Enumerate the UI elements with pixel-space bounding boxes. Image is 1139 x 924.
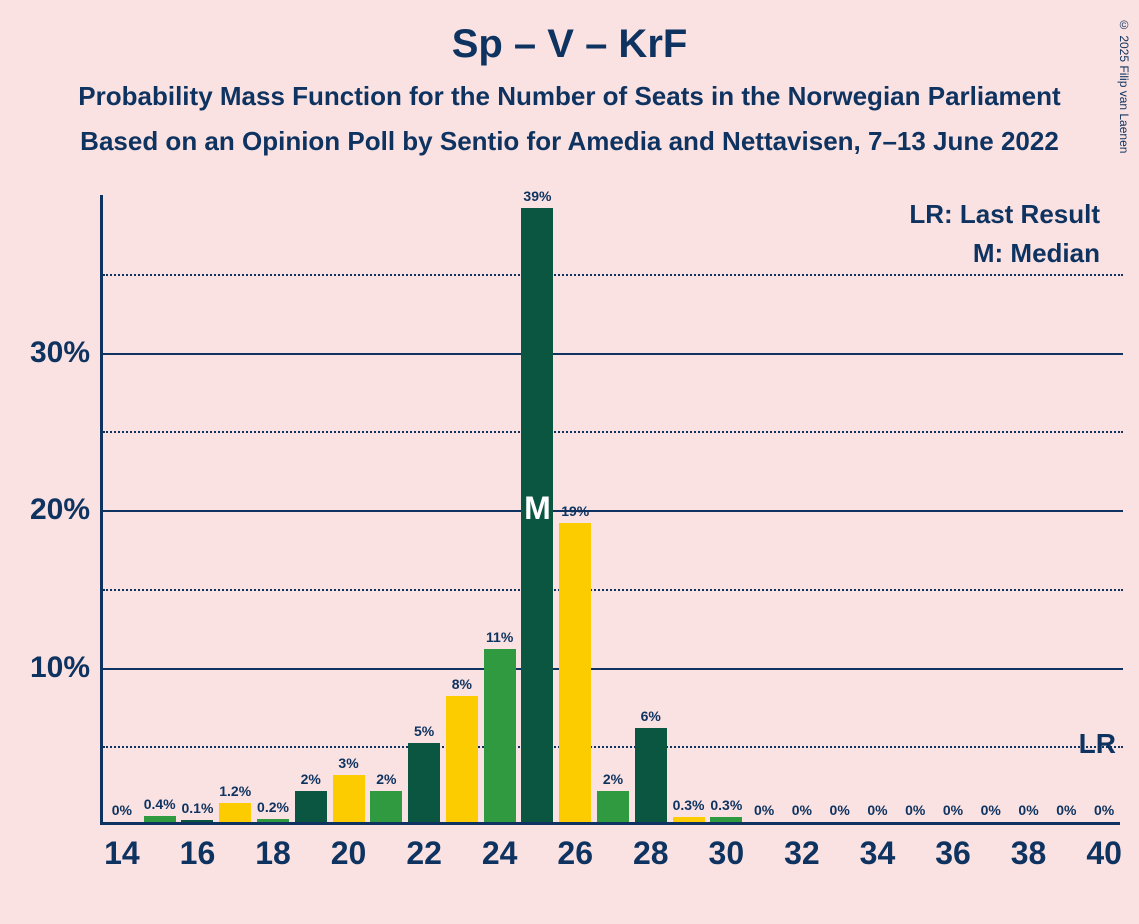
x-axis-label: 16 bbox=[180, 835, 216, 872]
bar bbox=[673, 817, 705, 822]
bar bbox=[257, 819, 289, 822]
x-axis-label: 40 bbox=[1086, 835, 1122, 872]
bar-value-label: 0% bbox=[1094, 802, 1114, 818]
y-axis-label: 20% bbox=[0, 493, 90, 527]
bar-value-label: 0% bbox=[830, 802, 850, 818]
bar bbox=[144, 816, 176, 822]
y-axis-label: 30% bbox=[0, 336, 90, 370]
bar bbox=[370, 791, 402, 823]
bar-value-label: 0% bbox=[905, 802, 925, 818]
gridline bbox=[103, 353, 1123, 355]
bar-value-label: 0% bbox=[792, 802, 812, 818]
bar bbox=[219, 803, 251, 822]
chart-subtitle-1: Probability Mass Function for the Number… bbox=[0, 67, 1139, 112]
y-axis-label: 10% bbox=[0, 651, 90, 685]
bar bbox=[635, 728, 667, 823]
chart-title: Sp – V – KrF bbox=[0, 0, 1139, 67]
bar-value-label: 2% bbox=[301, 771, 321, 787]
bar bbox=[295, 791, 327, 823]
plot-area: 10%20%30%14161820222426283032343638400%0… bbox=[100, 195, 1120, 825]
x-axis-label: 26 bbox=[557, 835, 593, 872]
bar-value-label: 11% bbox=[486, 629, 513, 645]
x-axis-label: 22 bbox=[406, 835, 442, 872]
gridline bbox=[103, 431, 1123, 433]
chart-subtitle-2: Based on an Opinion Poll by Sentio for A… bbox=[0, 112, 1139, 157]
bar-value-label: 0.3% bbox=[673, 797, 705, 813]
bar-value-label: 2% bbox=[603, 771, 623, 787]
bar-value-label: 0% bbox=[1056, 802, 1076, 818]
x-axis-label: 20 bbox=[331, 835, 367, 872]
bar-value-label: 0% bbox=[943, 802, 963, 818]
bar-value-label: 0% bbox=[1018, 802, 1038, 818]
bar-value-label: 0.1% bbox=[181, 800, 213, 816]
median-marker: M bbox=[524, 490, 551, 527]
bar bbox=[181, 820, 213, 822]
x-axis-label: 30 bbox=[709, 835, 745, 872]
bar-value-label: 1.2% bbox=[219, 783, 251, 799]
bar-value-label: 19% bbox=[561, 503, 589, 519]
bar-value-label: 0% bbox=[112, 802, 132, 818]
bar bbox=[446, 696, 478, 822]
bar-value-label: 0.4% bbox=[144, 796, 176, 812]
bar bbox=[333, 775, 365, 822]
bar-value-label: 0.2% bbox=[257, 799, 289, 815]
chart-area: LR: Last Result M: Median 10%20%30%14161… bbox=[100, 195, 1120, 825]
bar-value-label: 5% bbox=[414, 723, 434, 739]
x-axis-label: 18 bbox=[255, 835, 291, 872]
bar bbox=[484, 649, 516, 822]
gridline bbox=[103, 589, 1123, 591]
bar-value-label: 8% bbox=[452, 676, 472, 692]
x-axis-label: 36 bbox=[935, 835, 971, 872]
lr-marker: LR bbox=[1079, 728, 1116, 760]
bar-value-label: 0% bbox=[867, 802, 887, 818]
x-axis-label: 14 bbox=[104, 835, 140, 872]
bar-value-label: 39% bbox=[523, 188, 551, 204]
gridline bbox=[103, 668, 1123, 670]
bar-value-label: 0% bbox=[981, 802, 1001, 818]
bar bbox=[710, 817, 742, 822]
x-axis-label: 28 bbox=[633, 835, 669, 872]
x-axis-label: 24 bbox=[482, 835, 518, 872]
bar-value-label: 6% bbox=[641, 708, 661, 724]
x-axis-label: 38 bbox=[1011, 835, 1047, 872]
x-axis-label: 34 bbox=[860, 835, 896, 872]
copyright-text: © 2025 Filip van Laenen bbox=[1117, 18, 1131, 153]
bar bbox=[597, 791, 629, 823]
gridline bbox=[103, 274, 1123, 276]
gridline bbox=[103, 746, 1123, 748]
x-axis-label: 32 bbox=[784, 835, 820, 872]
bar-value-label: 0% bbox=[754, 802, 774, 818]
gridline bbox=[103, 510, 1123, 512]
bar-value-label: 0.3% bbox=[710, 797, 742, 813]
bar-value-label: 3% bbox=[338, 755, 358, 771]
bar-value-label: 2% bbox=[376, 771, 396, 787]
bar bbox=[559, 523, 591, 822]
bar bbox=[408, 743, 440, 822]
